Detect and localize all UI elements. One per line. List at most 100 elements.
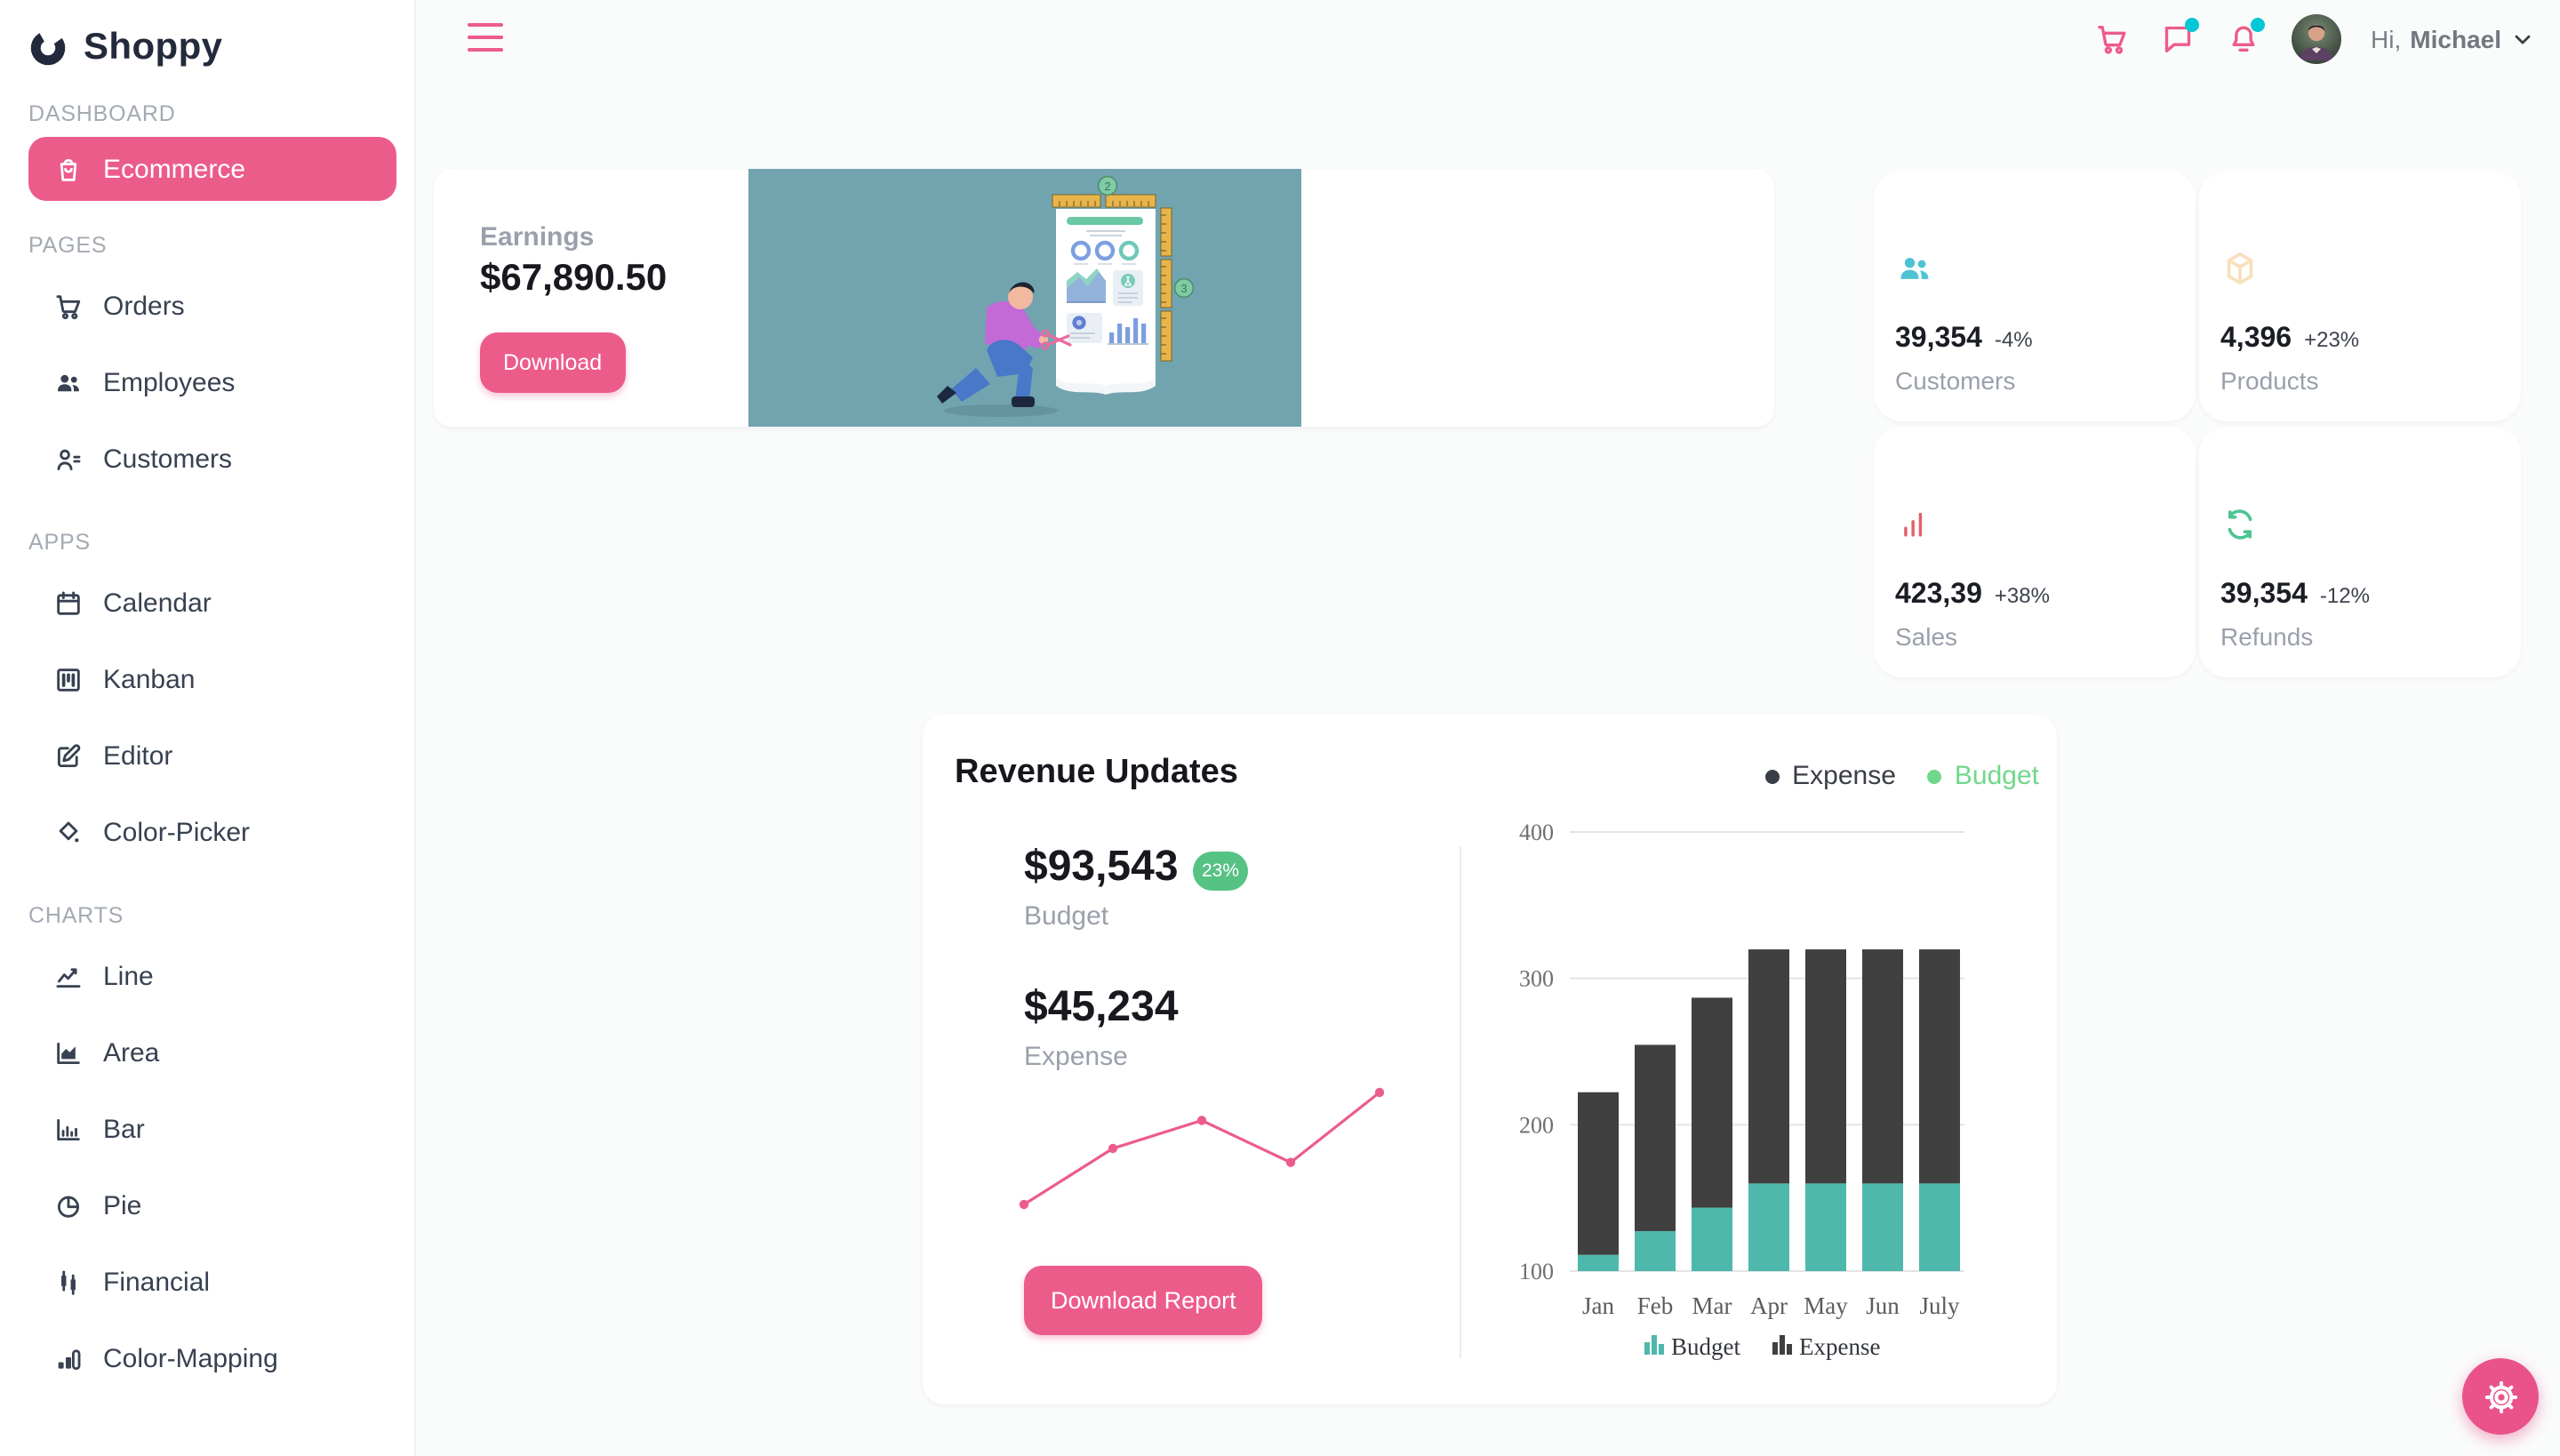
sidebar-item-label: Financial: [103, 1268, 211, 1298]
sidebar-item-calendar[interactable]: Calendar: [0, 565, 414, 642]
topbar-chat-icon[interactable]: [2159, 18, 2199, 57]
svg-text:2: 2: [1104, 180, 1110, 193]
topbar-bell-icon[interactable]: [2225, 18, 2265, 57]
line-chart-icon: [56, 968, 81, 988]
box-icon: [2220, 249, 2260, 288]
sidebar-item-pie[interactable]: Pie: [0, 1168, 414, 1244]
svg-text:300: 300: [1519, 966, 1554, 992]
stat-value: 423,39: [1895, 580, 1982, 610]
download-report-button[interactable]: Download Report: [1024, 1266, 1263, 1335]
stat-value: 39,354: [1895, 324, 1982, 354]
sidebar-section-dashboard: DASHBOARD: [28, 101, 176, 126]
sidebar-item-editor[interactable]: Editor: [0, 718, 414, 795]
panel-divider: [1460, 846, 1461, 1358]
editor-icon: [57, 744, 81, 768]
avatar[interactable]: [2291, 14, 2341, 64]
settings-fab[interactable]: [2462, 1358, 2539, 1435]
svg-text:3: 3: [1180, 282, 1187, 295]
sidebar-item-financial[interactable]: Financial: [0, 1244, 414, 1321]
stat-card-products: 4,396 +23% Products: [2199, 171, 2521, 421]
sidebar: Shoppy DASHBOARD Ecommerce PAGES Orders Empl…: [0, 0, 416, 1456]
kanban-icon: [53, 665, 84, 695]
area-chart-icon: [53, 1038, 84, 1068]
legend-dot: [1927, 769, 1942, 783]
sidebar-item-area[interactable]: Area: [0, 1015, 414, 1092]
chevron-down-icon: [2515, 35, 2531, 44]
earnings-card: Earnings $67,890.50 Download 2 3: [434, 169, 1774, 427]
sidebar-item-color-picker[interactable]: Color-Picker: [0, 795, 414, 871]
sidebar-item-orders[interactable]: Orders: [0, 268, 414, 345]
bar-chart-icon: [57, 1118, 80, 1141]
download-button[interactable]: Download: [480, 332, 626, 393]
cart-icon: [2097, 26, 2125, 54]
stat-label: Refunds: [2220, 622, 2314, 651]
svg-text:Budget: Budget: [1671, 1333, 1740, 1360]
shoppy-logo-icon: [30, 30, 66, 66]
sidebar-item-label: Calendar: [103, 588, 212, 619]
svg-text:Feb: Feb: [1637, 1292, 1674, 1319]
notification-dot: [2184, 18, 2199, 32]
color-picker-icon: [59, 821, 79, 843]
svg-text:200: 200: [1519, 1112, 1554, 1138]
sidebar-item-ecommerce[interactable]: Ecommerce: [28, 137, 396, 201]
menu-hamburger-icon[interactable]: [468, 23, 503, 52]
app-logo[interactable]: Shoppy: [28, 27, 414, 69]
cart-icon: [56, 295, 81, 320]
stat-value: 4,396: [2220, 324, 2292, 354]
sidebar-item-label: Editor: [103, 741, 173, 772]
earnings-illustration: 2 3: [748, 169, 1301, 427]
sidebar-section-apps: APPS: [28, 530, 91, 555]
stat-delta: -4%: [1994, 327, 2033, 352]
bar-chart-icon: [53, 1115, 84, 1145]
legend-dot: [1765, 769, 1780, 783]
sidebar-section-pages: PAGES: [28, 233, 108, 258]
budget-sparkline-chart: [1019, 1087, 1385, 1210]
stat-label: Customers: [1895, 366, 2016, 395]
sidebar-item-customers[interactable]: Customers: [0, 421, 414, 498]
svg-text:100: 100: [1519, 1259, 1554, 1284]
sidebar-item-label: Color-Picker: [103, 818, 251, 848]
sidebar-item-label: Employees: [103, 368, 236, 398]
gear-icon: [2484, 1380, 2517, 1413]
greeting-prefix: Hi,: [2371, 25, 2402, 53]
sidebar-item-label: Area: [103, 1038, 160, 1068]
employees-icon: [58, 374, 79, 392]
color-picker-icon: [53, 818, 84, 848]
sales-bars-icon: [1895, 505, 1934, 544]
financial-chart-icon: [61, 1270, 76, 1295]
legend-item-budget[interactable]: Budget: [1927, 761, 2039, 791]
user-menu[interactable]: Hi, Michael: [2371, 25, 2535, 53]
kanban-icon: [57, 668, 80, 692]
line-chart-icon: [53, 962, 84, 992]
legend-item-expense[interactable]: Expense: [1765, 761, 1896, 791]
shopping-bag-icon: [53, 154, 84, 184]
svg-text:Mar: Mar: [1692, 1292, 1732, 1319]
earnings-amount: $67,890.50: [480, 258, 668, 299]
pie-chart-icon: [57, 1196, 80, 1218]
chat-icon: [2164, 26, 2190, 52]
svg-text:400: 400: [1519, 820, 1554, 845]
sidebar-item-label: Pie: [103, 1191, 142, 1221]
sidebar-item-kanban[interactable]: Kanban: [0, 642, 414, 718]
sidebar-item-bar[interactable]: Bar: [0, 1092, 414, 1168]
color-mapping-icon: [53, 1344, 84, 1374]
sidebar-item-employees[interactable]: Employees: [0, 345, 414, 421]
calendar-icon: [53, 588, 84, 619]
stat-card-refunds: 39,354 -12% Refunds: [2199, 427, 2521, 677]
calendar-icon: [57, 591, 80, 615]
customers-icon: [57, 449, 81, 471]
topbar-cart-icon[interactable]: [2093, 21, 2129, 57]
sidebar-item-label: Kanban: [103, 665, 196, 695]
sidebar-nav: DASHBOARD Ecommerce PAGES Orders Employees Cu…: [0, 101, 414, 1397]
revenue-title: Revenue Updates: [955, 754, 1238, 791]
sidebar-item-label: Orders: [103, 292, 185, 322]
svg-text:Expense: Expense: [1799, 1333, 1880, 1360]
revenue-stacked-bar-chart: 100 200 300 400 Jan Feb Mar Apr May Jun July Budget…: [1519, 820, 1964, 1360]
sidebar-item-label: Line: [103, 962, 154, 992]
sidebar-item-color-mapping[interactable]: Color-Mapping: [0, 1321, 414, 1397]
sidebar-item-line[interactable]: Line: [0, 939, 414, 1015]
svg-text:July: July: [1919, 1292, 1960, 1319]
sidebar-item-label: Customers: [103, 444, 233, 475]
stat-label: Products: [2220, 366, 2319, 395]
expense-label: Expense: [1024, 1042, 1128, 1072]
